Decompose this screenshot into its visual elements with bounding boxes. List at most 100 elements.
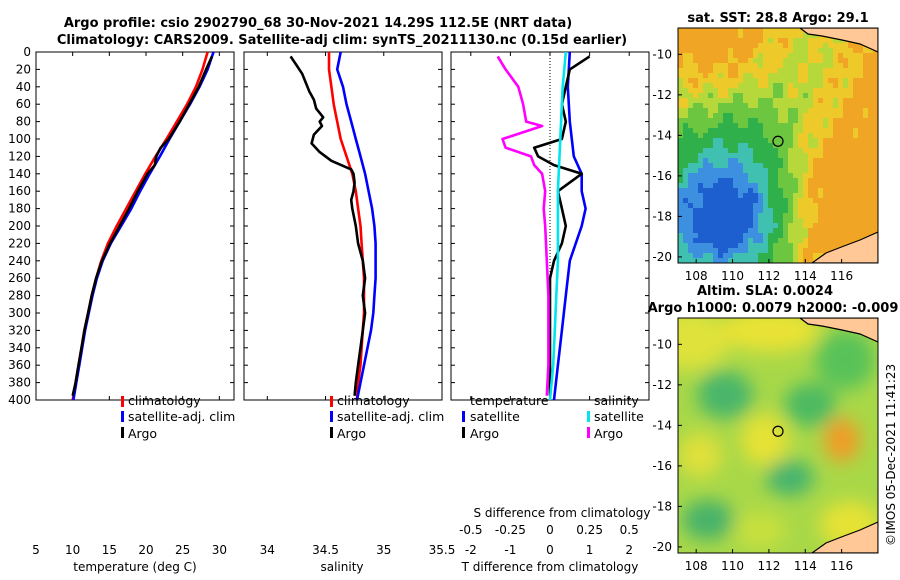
sst-cell — [693, 208, 699, 214]
sst-cell — [748, 73, 754, 79]
sst-cell — [778, 183, 784, 189]
sst-cell — [778, 68, 784, 74]
sst-cell — [798, 63, 804, 69]
y-tick-label: 200 — [8, 219, 31, 233]
sst-cell — [763, 103, 769, 109]
sst-cell — [773, 118, 779, 124]
sst-cell — [698, 233, 704, 239]
sst-cell — [863, 148, 869, 154]
sst-cell — [778, 63, 784, 69]
sst-cell — [808, 238, 814, 244]
sst-cell — [743, 208, 749, 214]
sst-cell — [853, 98, 859, 104]
sst-cell — [823, 223, 829, 229]
sst-cell — [863, 193, 869, 199]
sst-cell — [798, 58, 804, 64]
sst-cell — [873, 93, 878, 99]
sst-cell — [758, 48, 764, 54]
sst-cell — [798, 123, 804, 129]
sst-cell — [708, 138, 714, 144]
sst-cell — [723, 228, 729, 234]
sst-cell — [728, 233, 734, 239]
sst-cell — [788, 138, 794, 144]
sst-cell — [848, 93, 854, 99]
sst-cell — [843, 133, 849, 139]
sst-cell — [858, 218, 864, 224]
sst-cell — [708, 233, 714, 239]
sst-cell — [678, 38, 684, 44]
sst-cell — [768, 48, 774, 54]
sst-cell — [853, 173, 859, 179]
sst-cell — [748, 43, 754, 49]
sst-cell — [743, 93, 749, 99]
sst-cell — [858, 228, 864, 234]
sst-cell — [748, 153, 754, 159]
sst-cell — [708, 53, 714, 59]
sst-cell — [803, 43, 809, 49]
map-x-tick-label: 116 — [830, 559, 853, 573]
sst-cell — [853, 68, 859, 74]
sst-cell — [713, 73, 719, 79]
sst-cell — [823, 193, 829, 199]
sst-cell — [873, 108, 878, 114]
figure-title-line1: Argo profile: csio 2902790_68 30-Nov-202… — [64, 16, 572, 31]
sst-cell — [868, 113, 874, 119]
sst-cell — [848, 168, 854, 174]
sst-cell — [698, 183, 704, 189]
sst-cell — [778, 163, 784, 169]
sst-cell — [688, 33, 694, 39]
sst-cell — [748, 93, 754, 99]
sst-cell — [693, 43, 699, 49]
sst-cell — [848, 78, 854, 84]
sst-cell — [733, 103, 739, 109]
sst-cell — [828, 133, 834, 139]
sst-map-ticks: 108 110 112 114 116-10-12-14-16-18-20 — [652, 47, 853, 283]
sst-cell — [833, 63, 839, 69]
sst-cell — [803, 208, 809, 214]
sst-cell — [858, 233, 864, 239]
sst-cell — [693, 228, 699, 234]
sst-cell — [683, 163, 689, 169]
sst-cell — [838, 153, 844, 159]
sst-cell — [678, 78, 684, 84]
sst-cell — [748, 253, 754, 259]
sst-cell — [853, 113, 859, 119]
sst-cell — [788, 58, 794, 64]
sst-cell — [733, 218, 739, 224]
sst-cell — [743, 178, 749, 184]
sst-cell — [768, 203, 774, 209]
sst-cell — [688, 163, 694, 169]
sst-cell — [733, 53, 739, 59]
sst-cell — [748, 98, 754, 104]
x-tick-label: 35.5 — [429, 543, 456, 557]
sst-cell — [693, 153, 699, 159]
sst-cell — [708, 33, 714, 39]
sst-cell — [683, 213, 689, 219]
sst-cell — [718, 28, 724, 34]
sst-cell — [698, 173, 704, 179]
sst-cell — [763, 203, 769, 209]
sst-cell — [758, 118, 764, 124]
sst-cell — [813, 228, 819, 234]
sst-cell — [798, 143, 804, 149]
sst-cell — [743, 68, 749, 74]
sst-cell — [773, 258, 779, 263]
sst-cell — [713, 103, 719, 109]
sst-cell — [768, 128, 774, 134]
sst-cell — [733, 143, 739, 149]
sst-cell — [778, 203, 784, 209]
sst-cell — [793, 168, 799, 174]
sst-cell — [798, 118, 804, 124]
sst-cell — [868, 143, 874, 149]
sst-cell — [713, 28, 719, 34]
sst-cell — [743, 33, 749, 39]
sst-cell — [803, 223, 809, 229]
sst-cell — [808, 43, 814, 49]
sst-cell — [703, 163, 709, 169]
sst-cell — [863, 98, 869, 104]
sst-cell — [873, 63, 878, 69]
sst-cell — [773, 123, 779, 129]
map-y-tick-label: -14 — [652, 128, 672, 142]
sst-cell — [728, 83, 734, 89]
sst-cell — [753, 178, 759, 184]
